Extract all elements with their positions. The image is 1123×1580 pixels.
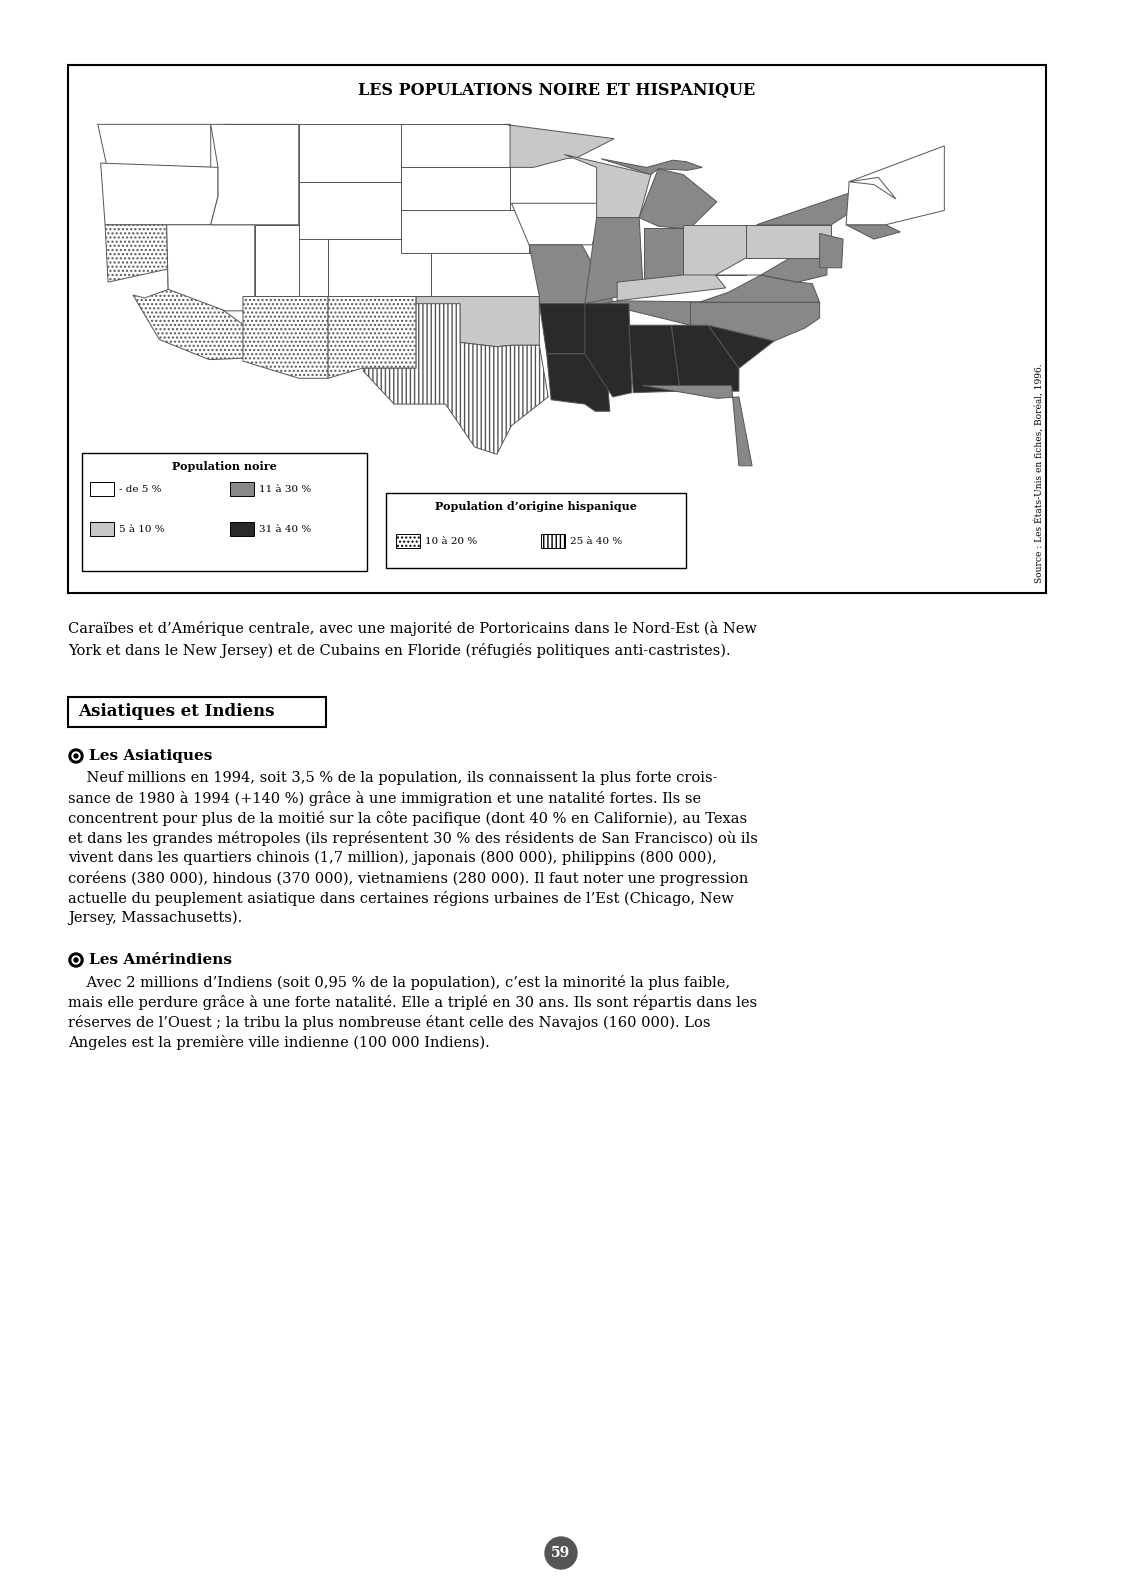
Polygon shape [364, 303, 548, 455]
Text: Population noire: Population noire [172, 460, 277, 471]
Text: 59: 59 [551, 1545, 570, 1559]
Text: Population d’origine hispanique: Population d’origine hispanique [435, 501, 637, 512]
Bar [69, 697, 326, 727]
Polygon shape [511, 204, 604, 245]
Polygon shape [401, 167, 510, 210]
Text: Angeles est la première ville indienne (100 000 Indiens).: Angeles est la première ville indienne (… [69, 1035, 490, 1051]
Circle shape [69, 953, 83, 967]
Polygon shape [629, 325, 681, 392]
Polygon shape [166, 224, 255, 311]
Polygon shape [691, 302, 820, 341]
Polygon shape [211, 125, 299, 224]
Bar [82, 453, 367, 570]
Bar [69, 65, 1046, 592]
Polygon shape [585, 303, 632, 397]
Bar [396, 534, 420, 548]
Circle shape [69, 749, 83, 763]
Polygon shape [585, 218, 643, 303]
Polygon shape [504, 125, 614, 167]
Polygon shape [642, 386, 752, 466]
Circle shape [74, 957, 77, 962]
Text: Source : Les États-Unis en fiches, Boréal, 1996.: Source : Les États-Unis en fiches, Boréa… [1034, 363, 1044, 583]
Polygon shape [643, 228, 683, 283]
Polygon shape [672, 325, 739, 392]
Circle shape [545, 1537, 577, 1569]
Bar [541, 534, 565, 548]
Polygon shape [299, 182, 401, 239]
Polygon shape [639, 169, 716, 229]
Polygon shape [757, 185, 874, 224]
Polygon shape [255, 224, 299, 297]
Polygon shape [98, 125, 211, 167]
Polygon shape [106, 224, 246, 360]
Text: Neuf millions en 1994, soit 3,5 % de la population, ils connaissent la plus fort: Neuf millions en 1994, soit 3,5 % de la … [69, 771, 718, 785]
Polygon shape [700, 275, 820, 302]
Polygon shape [820, 234, 843, 267]
Polygon shape [401, 210, 529, 253]
Polygon shape [761, 258, 827, 283]
Bar [386, 493, 686, 567]
Text: 11 à 30 %: 11 à 30 % [259, 485, 311, 493]
Polygon shape [401, 125, 510, 167]
Text: Avec 2 millions d’Indiens (soit 0,95 % de la population), c’est la minorité la p: Avec 2 millions d’Indiens (soit 0,95 % d… [69, 975, 730, 991]
Polygon shape [715, 258, 797, 283]
Polygon shape [601, 158, 702, 174]
Polygon shape [101, 163, 218, 224]
Bar [90, 521, 115, 536]
Polygon shape [683, 224, 747, 275]
Text: réserves de l’Ouest ; la tribu la plus nombreuse étant celle des Navajos (160 00: réserves de l’Ouest ; la tribu la plus n… [69, 1014, 711, 1030]
Text: Jersey, Massachusetts).: Jersey, Massachusetts). [69, 912, 243, 926]
Polygon shape [846, 145, 944, 224]
Polygon shape [602, 300, 730, 325]
Text: sance de 1980 à 1994 (+140 %) grâce à une immigration et une natalité fortes. Il: sance de 1980 à 1994 (+140 %) grâce à un… [69, 792, 701, 806]
Polygon shape [618, 275, 725, 300]
Text: 10 à 20 %: 10 à 20 % [424, 537, 477, 545]
Text: 5 à 10 %: 5 à 10 % [119, 525, 165, 534]
Polygon shape [226, 125, 401, 182]
Text: 25 à 40 %: 25 à 40 % [570, 537, 622, 545]
Bar [90, 482, 115, 496]
Text: Les Asiatiques: Les Asiatiques [89, 749, 212, 763]
Circle shape [72, 752, 80, 760]
Text: 31 à 40 %: 31 à 40 % [259, 525, 311, 534]
Polygon shape [431, 253, 539, 297]
Polygon shape [849, 177, 896, 199]
Text: concentrent pour plus de la moitié sur la côte pacifique (dont 40 % en Californi: concentrent pour plus de la moitié sur l… [69, 811, 747, 826]
Text: vivent dans les quartiers chinois (1,7 million), japonais (800 000), philippins : vivent dans les quartiers chinois (1,7 m… [69, 852, 716, 866]
Polygon shape [243, 297, 328, 378]
Text: Les Amérindiens: Les Amérindiens [89, 953, 232, 967]
Text: actuelle du peuplement asiatique dans certaines régions urbaines de l’Est (Chica: actuelle du peuplement asiatique dans ce… [69, 891, 733, 905]
Text: coréens (380 000), hindous (370 000), vietnamiens (280 000). Il faut noter une p: coréens (380 000), hindous (370 000), vi… [69, 871, 748, 886]
Circle shape [74, 754, 77, 758]
Polygon shape [565, 155, 651, 218]
Polygon shape [747, 224, 831, 258]
Polygon shape [846, 224, 901, 239]
Circle shape [72, 956, 80, 964]
Polygon shape [328, 297, 417, 378]
Text: York et dans le New Jersey) et de Cubains en Floride (réfugiés politiques anti-c: York et dans le New Jersey) et de Cubain… [69, 643, 731, 657]
Text: - de 5 %: - de 5 % [119, 485, 162, 493]
Text: mais elle perdure grâce à une forte natalité. Elle a triplé en 30 ans. Ils sont : mais elle perdure grâce à une forte nata… [69, 995, 757, 1010]
Text: LES POPULATIONS NOIRE ET HISPANIQUE: LES POPULATIONS NOIRE ET HISPANIQUE [358, 82, 756, 100]
Polygon shape [539, 303, 611, 354]
Polygon shape [709, 325, 774, 368]
Text: Caraïbes et d’Amérique centrale, avec une majorité de Portoricains dans le Nord-: Caraïbes et d’Amérique centrale, avec un… [69, 621, 757, 637]
Bar [230, 521, 254, 536]
Polygon shape [417, 297, 539, 346]
Polygon shape [529, 245, 614, 303]
Polygon shape [328, 239, 431, 297]
Text: Asiatiques et Indiens: Asiatiques et Indiens [77, 703, 274, 720]
Polygon shape [547, 354, 610, 411]
Bar [230, 482, 254, 496]
Text: et dans les grandes métropoles (ils représentent 30 % des résidents de San Franc: et dans les grandes métropoles (ils repr… [69, 831, 758, 845]
